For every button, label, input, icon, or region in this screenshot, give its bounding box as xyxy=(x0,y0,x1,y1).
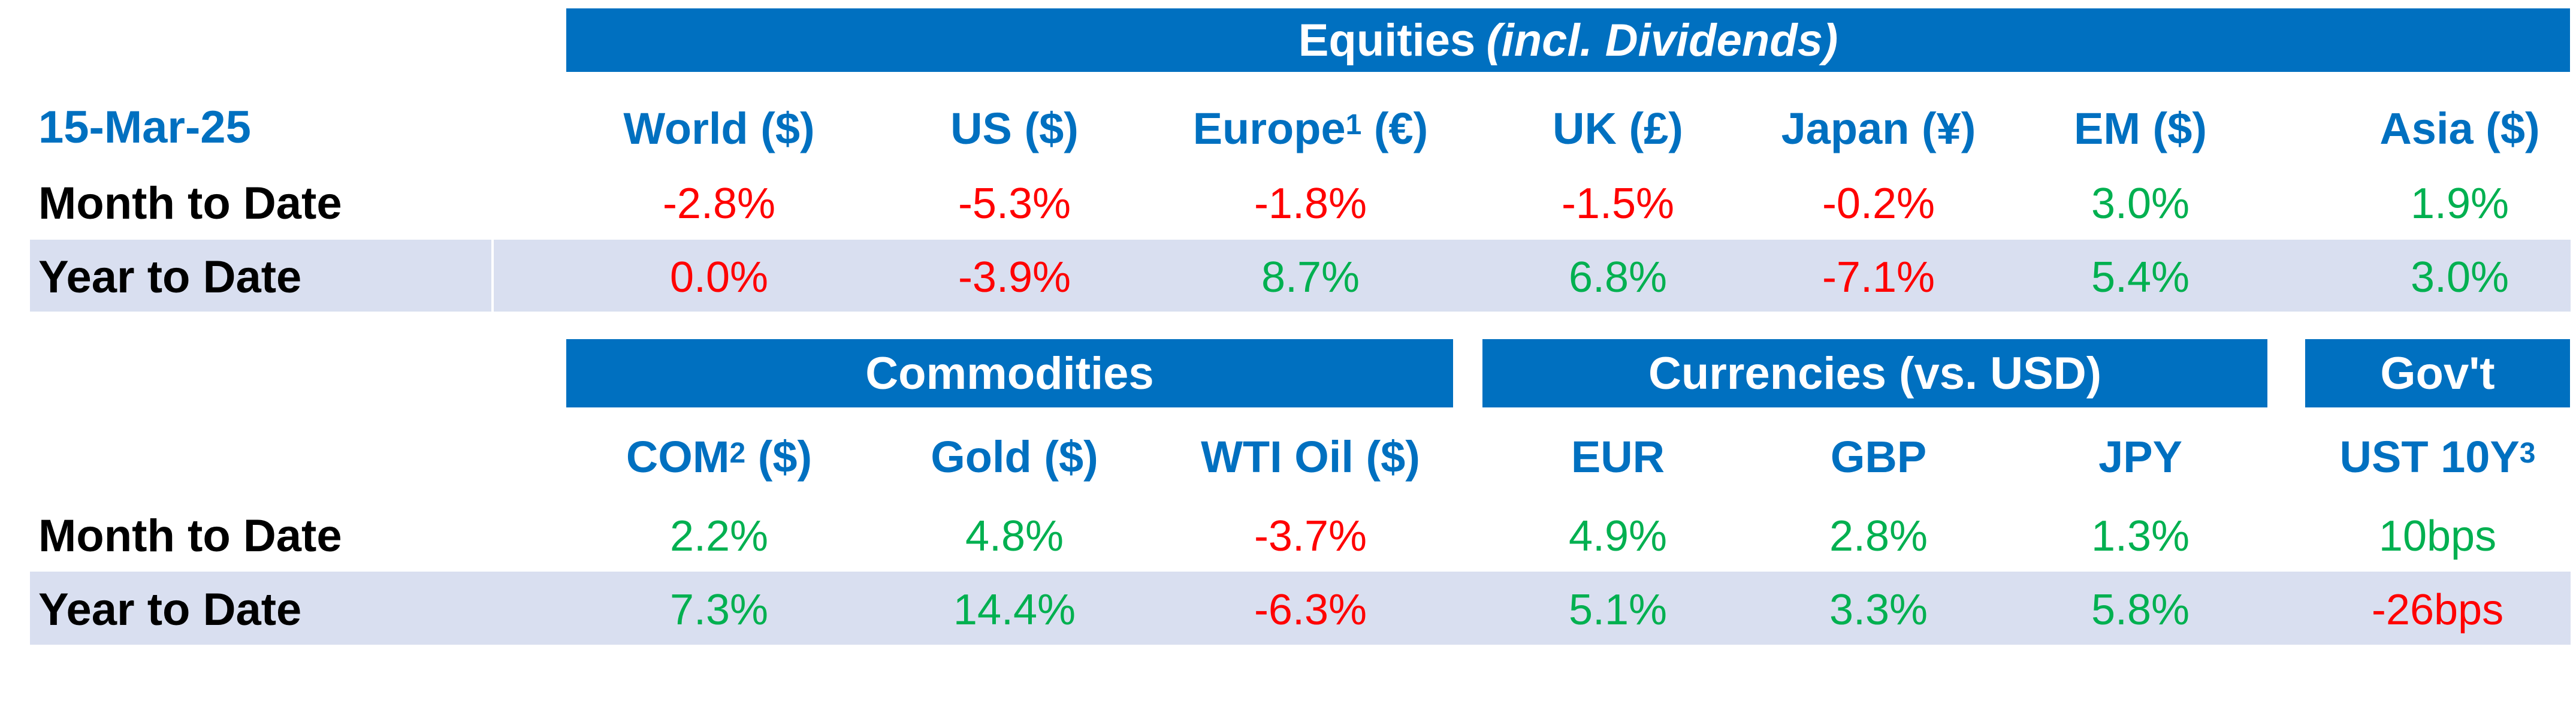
equities-subtitle: (incl. Dividends) xyxy=(1486,14,1838,66)
col-us: US ($) xyxy=(950,104,1079,153)
eq-r0-c0-value: -2.8% xyxy=(662,180,776,228)
col-europe: Europe1 (€) xyxy=(1192,104,1429,153)
lo-r0-c5-value: 1.3% xyxy=(2091,512,2190,560)
eq-r1-c5-value: 5.4% xyxy=(2091,253,2190,301)
eq-r1-c3-value: 6.8% xyxy=(1568,253,1668,301)
col-world: World ($) xyxy=(623,104,815,153)
eq-r1-c2-value: 8.7% xyxy=(1261,253,1360,301)
commodities-header: Commodities xyxy=(566,339,1453,407)
eq-r0-c2-value: -1.8% xyxy=(1254,180,1367,228)
govt-header: Gov't xyxy=(2305,339,2570,407)
lo-r1-c1-value: 14.4% xyxy=(953,586,1076,634)
lo-r1-c3-value: 5.1% xyxy=(1568,586,1668,634)
equities-title: Equities xyxy=(1298,14,1476,66)
commodities-title: Commodities xyxy=(865,348,1154,399)
report-date: 15-Mar-25 xyxy=(38,102,251,153)
eq-ytd-band xyxy=(30,240,2571,312)
col-gbp: GBP xyxy=(1830,432,1927,482)
col-com: COM2 ($) xyxy=(626,432,813,482)
eq-r0-c1-value: -5.3% xyxy=(958,180,1071,228)
eq-r1-c0-value: 0.0% xyxy=(669,253,769,301)
lo-r1-c0-value: 7.3% xyxy=(669,586,769,634)
lo-r0-c6-value: 10bps xyxy=(2378,512,2497,560)
lo-r0-c3-value: 4.9% xyxy=(1568,512,1668,560)
lo-r1-c6-value: -26bps xyxy=(2371,586,2504,634)
eq-ytd-divider xyxy=(491,240,494,312)
lo-ytd-label: Year to Date xyxy=(38,584,302,635)
eq-r0-c6-value: 1.9% xyxy=(2410,180,2509,228)
col-wti-oil: WTI Oil ($) xyxy=(1201,432,1420,482)
col-japan: Japan (¥) xyxy=(1781,104,1976,153)
lo-r0-c4-value: 2.8% xyxy=(1829,512,1928,560)
col-em: EM ($) xyxy=(2074,104,2207,153)
equities-header: Equities (incl. Dividends) xyxy=(566,8,2570,72)
eq-r1-c1-value: -3.9% xyxy=(958,253,1071,301)
col-jpy: JPY xyxy=(2098,432,2182,482)
col-ust-10y: UST 10Y3 xyxy=(2339,432,2536,482)
govt-title: Gov't xyxy=(2380,348,2495,399)
lo-r0-c0-value: 2.2% xyxy=(669,512,769,560)
eq-r0-c3-value: -1.5% xyxy=(1561,180,1675,228)
col-gold: Gold ($) xyxy=(931,432,1098,482)
lo-r1-c4-value: 3.3% xyxy=(1829,586,1928,634)
lo-r1-c5-value: 5.8% xyxy=(2091,586,2190,634)
currencies-header: Currencies (vs. USD) xyxy=(1482,339,2267,407)
currencies-title: Currencies (vs. USD) xyxy=(1648,348,2102,399)
lo-ytd-band xyxy=(30,572,2571,645)
eq-r0-c4-value: -0.2% xyxy=(1822,180,1935,228)
lo-r0-c2-value: -3.7% xyxy=(1254,512,1367,560)
col-uk: UK (£) xyxy=(1553,104,1683,153)
lo-r1-c2-value: -6.3% xyxy=(1254,586,1367,634)
eq-r1-c4-value: -7.1% xyxy=(1822,253,1935,301)
eq-ytd-label: Year to Date xyxy=(38,252,302,303)
lo-mtd-label: Month to Date xyxy=(38,510,342,561)
eq-r0-c5-value: 3.0% xyxy=(2091,180,2190,228)
eq-r1-c6-value: 3.0% xyxy=(2410,253,2509,301)
lo-r0-c1-value: 4.8% xyxy=(965,512,1064,560)
col-asia: Asia ($) xyxy=(2379,104,2540,153)
eq-mtd-label: Month to Date xyxy=(38,178,342,229)
col-eur: EUR xyxy=(1571,432,1665,482)
